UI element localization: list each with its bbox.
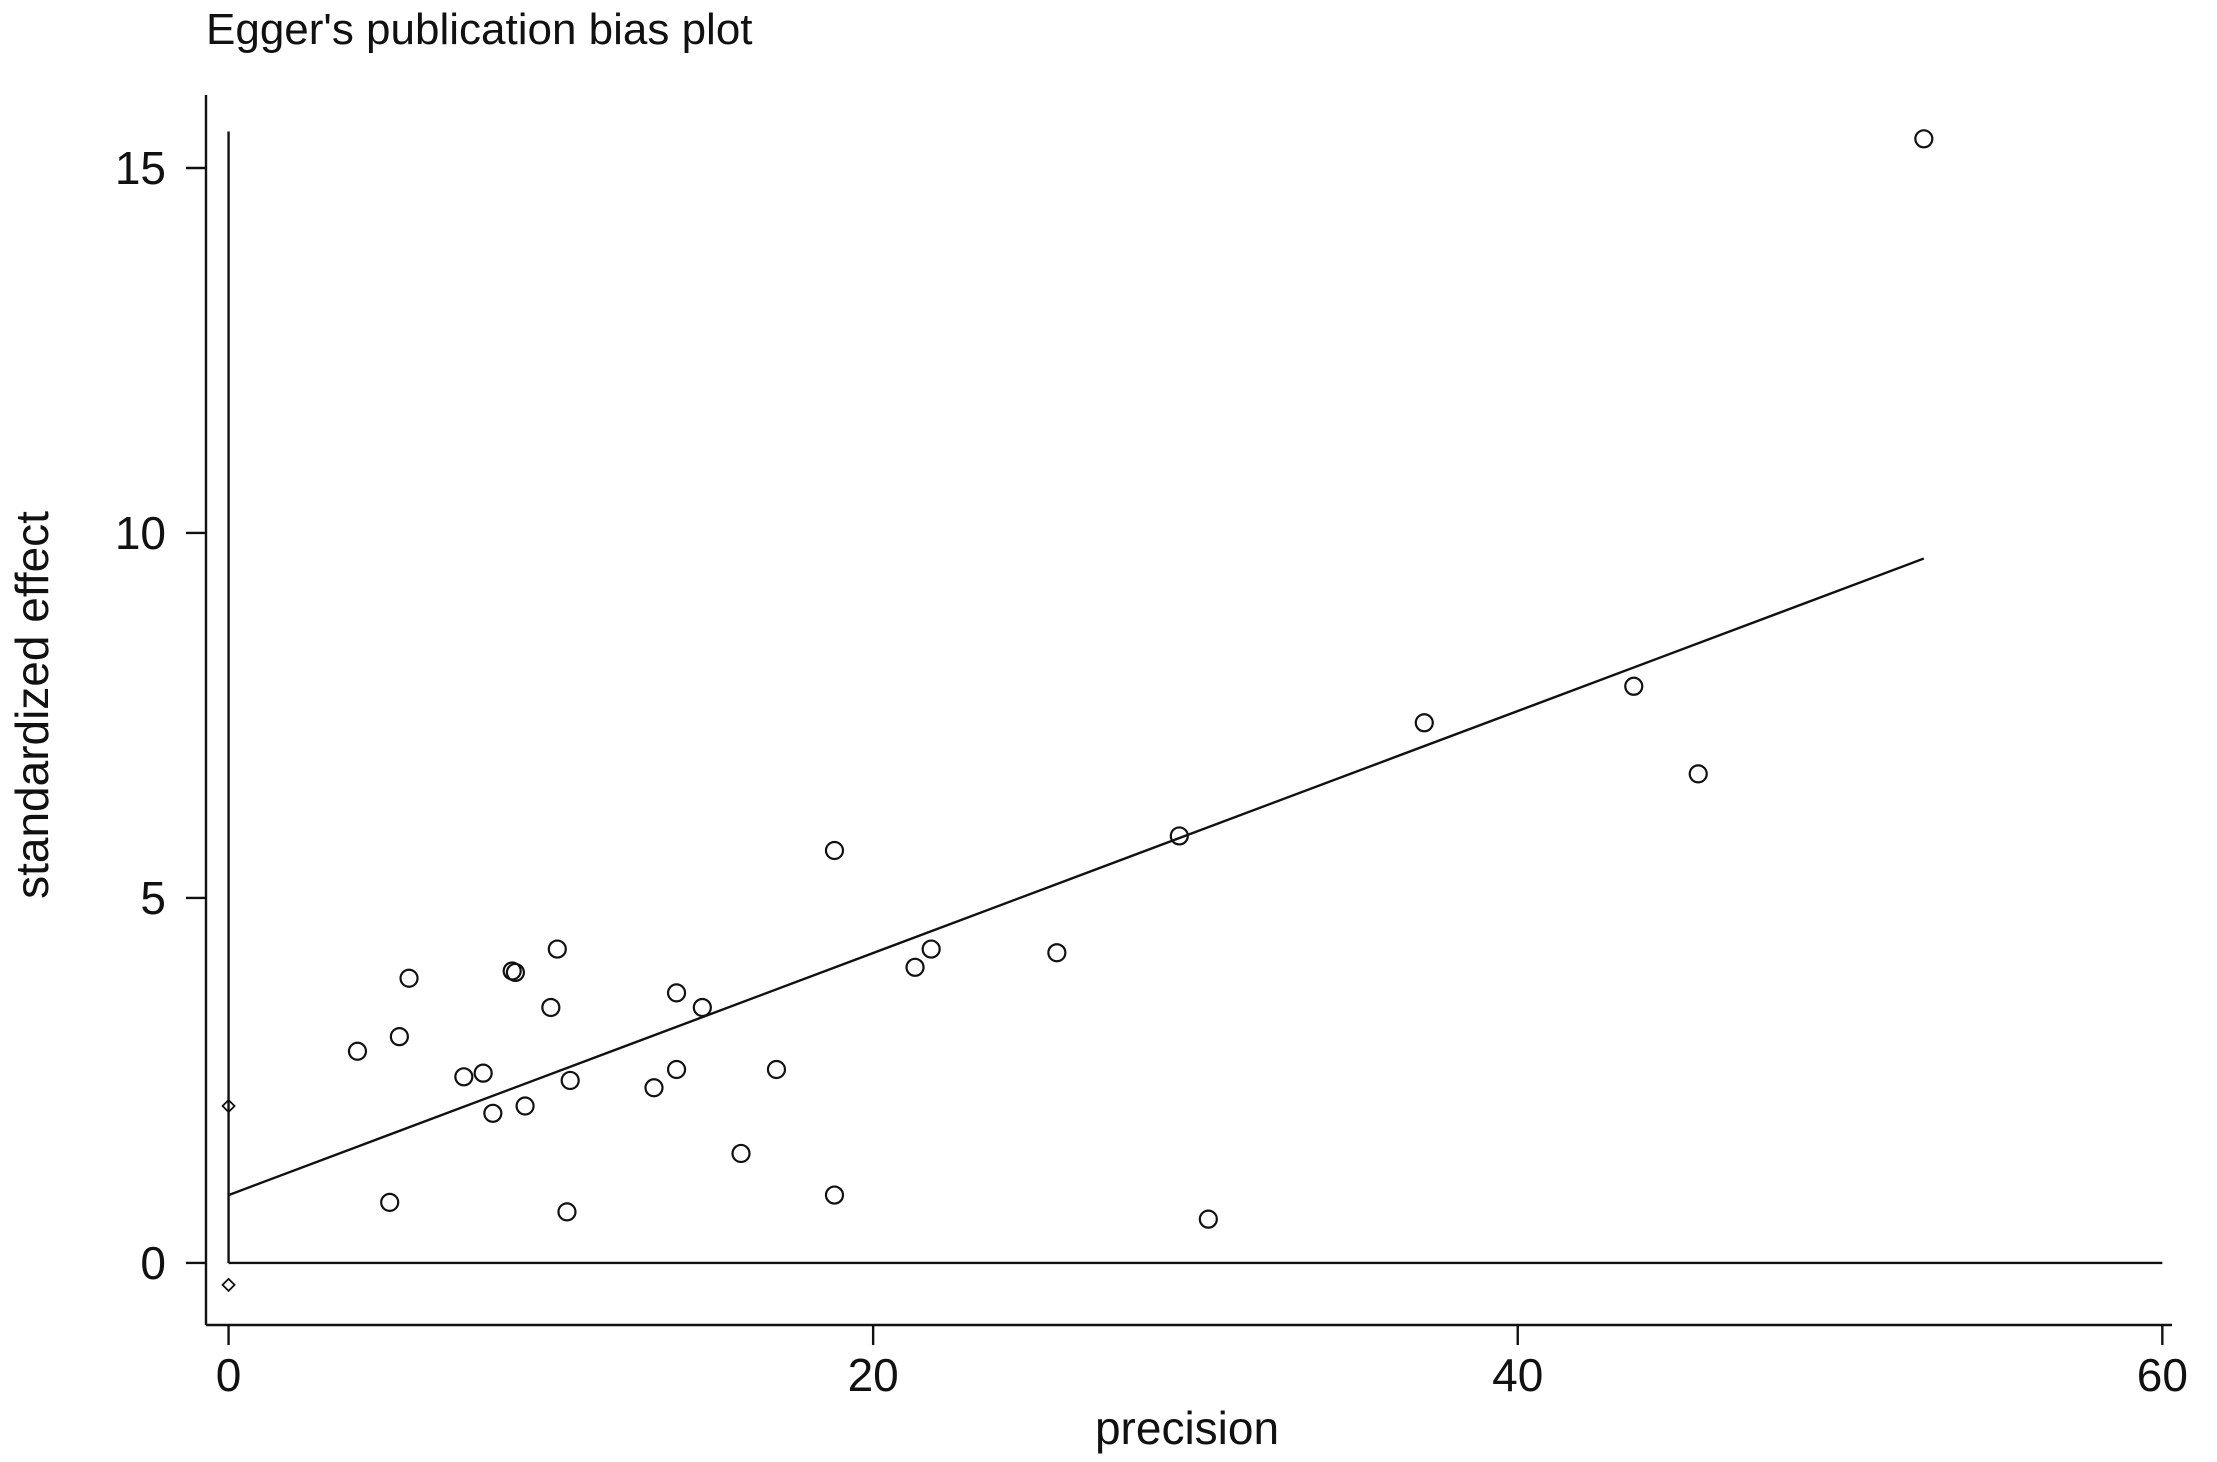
y-tick-label: 15 [115,142,166,194]
data-point [557,1202,577,1222]
data-point [454,1067,474,1087]
data-point [666,1059,687,1080]
data-point [824,840,845,861]
y-axis-label: standardized effect [6,511,58,899]
data-point [483,1103,503,1123]
data-point [1047,943,1067,963]
data-point [731,1143,751,1164]
axes [186,95,2172,1345]
chart-title: Egger's publication bias plot [206,5,753,54]
data-point [1414,713,1434,733]
data-point [1914,129,1934,149]
data-point [1624,676,1644,696]
data-point [1169,826,1189,846]
regression-line [228,557,1925,1197]
x-tick-label: 0 [216,1349,242,1401]
data-point [473,1063,493,1083]
intercept-marker [221,1277,236,1293]
tick-labels: 0 20 40 60 0 5 10 15 [115,142,2188,1401]
data-point [1688,764,1708,784]
y-tick-label: 10 [115,507,166,559]
data-point [560,1070,580,1091]
x-axis-label: precision [1095,1402,1279,1454]
data-point [547,939,567,959]
data-point [644,1078,664,1098]
data-point [666,983,687,1003]
data-point [399,968,419,988]
x-tick-label: 20 [848,1349,899,1401]
reference-lines [227,131,2163,1265]
y-tick-label: 5 [140,872,166,924]
data-point [505,962,526,983]
regression-line-group [228,557,1925,1197]
x-tick-label: 40 [1492,1349,1543,1401]
data-point [921,939,941,959]
data-point [824,1185,845,1205]
data-point [766,1059,787,1080]
data-point [389,1027,409,1047]
y-tick-label: 0 [140,1237,166,1289]
data-point [515,1096,535,1116]
data-point [692,997,712,1018]
data-point [1198,1209,1218,1229]
x-tick-label: 60 [2137,1349,2188,1401]
data-point [541,997,561,1018]
data-point [347,1041,368,1061]
intercept-marker [221,1098,236,1114]
data-point [905,957,925,977]
data-point [380,1192,400,1212]
scatter-points [221,129,1934,1293]
